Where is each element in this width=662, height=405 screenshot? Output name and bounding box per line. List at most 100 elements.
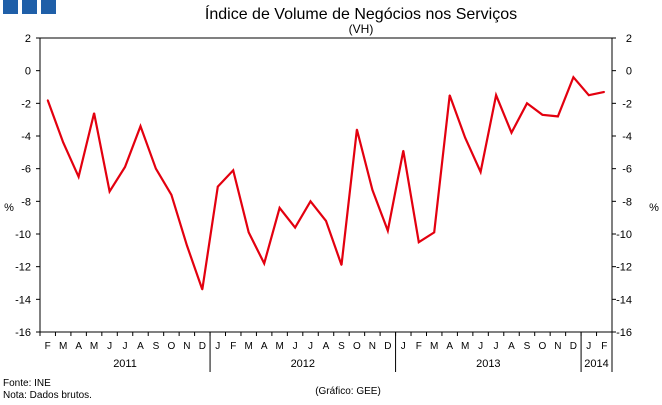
data-point	[495, 94, 497, 96]
logo-square-1	[3, 0, 18, 14]
data-note: Nota: Dados brutos.	[3, 390, 92, 401]
x-month-label: F	[230, 341, 236, 352]
credit-note: (Gráfico: GEE)	[315, 386, 381, 397]
y-tick-label-right: -10	[616, 229, 632, 241]
y-tick-label-right: -4	[622, 131, 632, 143]
y-axis-right: 2 0 -2 -4 -6 -8 -10 -12 -14 -16	[612, 33, 632, 339]
x-year-label: 2012	[291, 358, 315, 370]
x-month-label: F	[45, 341, 51, 352]
x-month-label: F	[416, 341, 422, 352]
x-month-label: J	[215, 341, 220, 352]
x-month-label: N	[183, 341, 190, 352]
data-point	[62, 141, 64, 144]
y-tick-label-left: 2	[25, 33, 31, 45]
data-point	[479, 171, 482, 173]
x-month-label: A	[137, 341, 144, 352]
data-point	[124, 166, 126, 168]
x-month-label: S	[524, 341, 531, 352]
data-point	[572, 76, 575, 78]
data-point	[201, 288, 204, 291]
data-point	[93, 112, 95, 114]
x-month-label: O	[168, 341, 176, 352]
x-month-label: J	[401, 341, 406, 352]
x-month-label: M	[430, 341, 438, 352]
data-point	[526, 102, 528, 105]
data-point	[603, 91, 606, 93]
y-tick-label-right: -8	[622, 196, 632, 208]
logo-square-3	[41, 0, 56, 14]
x-month-label: A	[508, 341, 515, 352]
chart-subtitle: (VH)	[349, 22, 374, 36]
source-note: Fonte: INE	[3, 378, 51, 389]
x-month-label: J	[293, 341, 298, 352]
x-month-label: J	[478, 341, 483, 352]
x-month-label: N	[369, 341, 376, 352]
series-line	[46, 75, 605, 290]
logo-square-2	[22, 0, 37, 14]
y-tick-label-left: -12	[15, 262, 31, 274]
data-point	[155, 167, 157, 170]
x-month-label: O	[539, 341, 547, 352]
y-tick-label-right: -16	[616, 327, 632, 339]
y-tick-label-left: -2	[21, 98, 31, 110]
data-point	[108, 190, 111, 193]
x-month-label: S	[153, 341, 160, 352]
x-month-label: A	[75, 341, 82, 352]
x-month-label: M	[461, 341, 469, 352]
data-point	[448, 94, 451, 96]
x-month-label: J	[586, 341, 591, 352]
data-point	[139, 125, 142, 127]
y-axis-left: 2 0 -2 -4 -6 -8 -10 -12 -14 -16	[15, 33, 40, 339]
y-tick-label-right: -14	[616, 294, 632, 306]
y-tick-label-left: -8	[21, 196, 31, 208]
x-month-label: M	[59, 341, 67, 352]
data-point	[325, 220, 327, 222]
data-point	[232, 169, 235, 172]
x-month-label: N	[554, 341, 561, 352]
y-tick-label-right: -12	[616, 262, 632, 274]
chart-title: Índice de Volume de Negócios nos Serviço…	[205, 4, 517, 23]
data-point	[417, 241, 420, 243]
x-month-label: J	[494, 341, 499, 352]
y-tick-label-right: 0	[626, 66, 632, 78]
data-point	[371, 189, 374, 191]
x-year-label: 2014	[584, 358, 608, 370]
data-point	[309, 200, 312, 203]
data-point	[557, 115, 559, 118]
y-tick-label-left: -10	[15, 229, 31, 241]
x-month-label: D	[384, 341, 391, 352]
data-point	[278, 207, 281, 209]
x-month-label: M	[90, 341, 98, 352]
x-month-label: A	[323, 341, 330, 352]
y-tick-label-left: -6	[21, 164, 31, 176]
x-month-label: A	[446, 341, 453, 352]
logo	[3, 0, 56, 14]
data-point	[356, 128, 358, 131]
data-point	[387, 229, 389, 232]
y-tick-label-right: -2	[622, 98, 632, 110]
data-point	[170, 194, 173, 196]
x-month-label: M	[275, 341, 283, 352]
x-month-label: D	[199, 341, 206, 352]
data-point	[588, 94, 590, 96]
x-axis: F M A M J J A S O N D J F M A M J J A S O N D J F M A M J J A S O N D J F201…	[39, 332, 613, 372]
series-vh	[46, 75, 606, 291]
y-tick-label-left: -4	[21, 131, 31, 143]
data-point	[402, 149, 405, 152]
x-month-label: D	[570, 341, 577, 352]
x-month-label: A	[261, 341, 268, 352]
data-point	[186, 244, 188, 247]
x-month-label: F	[601, 341, 607, 352]
y-tick-label-right: 2	[626, 33, 632, 45]
x-year-label: 2011	[113, 358, 137, 370]
y-tick-label-left: 0	[25, 66, 31, 78]
data-point	[77, 176, 80, 178]
data-point	[541, 113, 544, 116]
x-year-label: 2013	[476, 358, 500, 370]
x-month-label: M	[245, 341, 253, 352]
plot-area	[39, 37, 613, 333]
data-point	[433, 231, 436, 234]
y-tick-label-left: -16	[15, 327, 31, 339]
y-tick-label-right: -6	[622, 164, 632, 176]
